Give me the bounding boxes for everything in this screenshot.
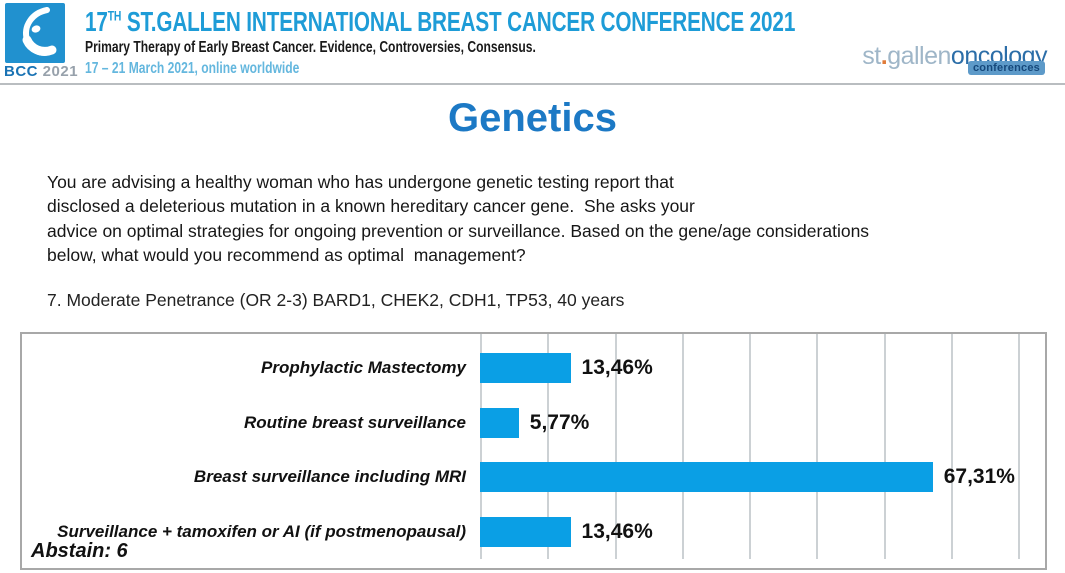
chart-row: Prophylactic Mastectomy 13,46% xyxy=(22,353,1045,383)
chart-row: Breast surveillance including MRI 67,31% xyxy=(22,462,1045,493)
swan-icon xyxy=(22,7,57,56)
gridline xyxy=(547,334,550,559)
header-divider xyxy=(0,83,1065,85)
bar-category-label: Routine breast surveillance xyxy=(243,412,466,432)
question-line: below, what would you recommend as optim… xyxy=(47,245,526,266)
brand-gallen: gallen xyxy=(887,42,951,70)
gridline xyxy=(1018,334,1021,559)
bcc-logo-caption: BCC 2021 xyxy=(4,63,79,80)
bar-value-label: 13,46% xyxy=(581,520,653,544)
chart-plot xyxy=(480,334,1045,559)
title-number: 17 xyxy=(85,6,108,37)
bar xyxy=(480,462,933,493)
question-text: You are advising a healthy woman who has… xyxy=(47,170,869,268)
gridline xyxy=(681,334,684,559)
abstain-label: Abstain: 6 xyxy=(31,540,128,562)
bar-category-label: Surveillance + tamoxifen or AI (if postm… xyxy=(57,522,466,542)
stgallen-oncology-logo: st.gallenoncology conferences xyxy=(862,42,1048,75)
chart-row: Surveillance + tamoxifen or AI (if postm… xyxy=(22,517,1045,548)
gridline xyxy=(950,334,953,559)
bcc-year: 2021 xyxy=(42,63,79,80)
brand-st: st xyxy=(862,42,881,70)
bar-category-label: Breast surveillance including MRI xyxy=(193,467,466,487)
gridline xyxy=(883,334,886,559)
title-ordinal: TH xyxy=(107,7,122,24)
bar xyxy=(480,353,571,383)
conference-title: 17TH ST.GALLEN INTERNATIONAL BREAST CANC… xyxy=(85,6,795,38)
bar xyxy=(480,407,519,438)
question-line: disclosed a deleterious mutation in a kn… xyxy=(47,196,695,217)
bar-value-label: 5,77% xyxy=(529,410,590,434)
bar-category-label: Prophylactic Mastectomy xyxy=(260,358,466,377)
question-line: You are advising a healthy woman who has… xyxy=(47,172,674,192)
bcc-label: BCC xyxy=(4,63,38,80)
page-title: Genetics xyxy=(448,96,617,140)
brand-conferences-badge: conferences xyxy=(967,61,1045,75)
bar-value-label: 13,46% xyxy=(581,356,653,379)
gridline xyxy=(816,334,819,559)
gridline xyxy=(614,334,617,559)
bar xyxy=(480,517,571,548)
question-line: advice on optimal strategies for ongoing… xyxy=(47,220,870,241)
conference-dates: 17 – 21 March 2021, online worldwide xyxy=(85,60,300,77)
bcc-logo-icon xyxy=(5,3,65,63)
poll-item-label: 7. Moderate Penetrance (OR 2-3) BARD1, C… xyxy=(47,290,625,310)
conference-subtitle: Primary Therapy of Early Breast Cancer. … xyxy=(85,39,536,56)
poll-bar-chart: Prophylactic Mastectomy 13,46% Routine bre… xyxy=(20,332,1047,570)
bar-value-label: 67,31% xyxy=(943,465,1015,489)
title-text: ST.GALLEN INTERNATIONAL BREAST CANCER CO… xyxy=(121,6,796,37)
gridline xyxy=(749,334,752,559)
brand-dot: . xyxy=(880,42,888,70)
gridline xyxy=(480,334,482,559)
chart-row: Routine breast surveillance 5,77% xyxy=(22,407,1045,438)
